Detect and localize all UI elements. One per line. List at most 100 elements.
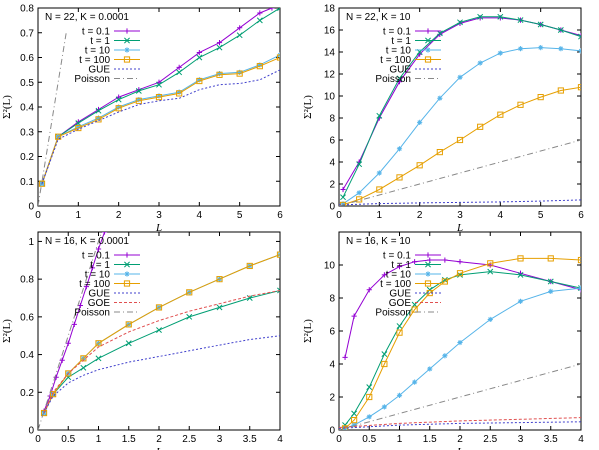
y-tick-label: 0 — [28, 426, 34, 437]
x-tick-label: 2 — [417, 210, 423, 221]
legend-marker — [124, 47, 130, 53]
x-tick-label: 3 — [518, 434, 524, 445]
data-point — [427, 257, 433, 263]
data-point — [176, 90, 183, 97]
data-point — [196, 77, 202, 83]
data-point — [396, 146, 403, 152]
x-tick-label: 0 — [35, 434, 41, 445]
x-tick-label: 3 — [457, 210, 463, 221]
y-tick-label: 16 — [324, 26, 336, 37]
data-point — [236, 70, 243, 77]
series-line-2 — [342, 16, 581, 198]
data-point — [277, 287, 280, 294]
x-tick-label: 0.5 — [362, 434, 376, 445]
x-axis-label: L — [155, 446, 162, 450]
data-point — [186, 313, 193, 320]
data-point — [340, 201, 346, 206]
legend-marker — [425, 261, 431, 268]
data-point — [442, 353, 448, 359]
data-point — [441, 278, 448, 285]
data-point — [257, 62, 263, 68]
y-tick-label: 6 — [329, 327, 335, 338]
y-tick-label: 0 — [329, 426, 335, 437]
chart-panel-3: 0 0.5 1 1.5 2 2.5 3 3.5 4 0 0.2 0.4 0.6 0.8 1 L Σ²(L) N =… — [1, 231, 283, 450]
x-tick-label: 1 — [76, 210, 82, 221]
data-point — [95, 340, 102, 347]
x-tick-label: 5 — [237, 210, 243, 221]
data-point — [477, 15, 483, 21]
y-tick-label: 0.4 — [20, 103, 34, 114]
data-point — [95, 246, 102, 252]
data-point — [537, 21, 544, 28]
legend-label: GOE — [389, 298, 412, 309]
x-tick-label: 1 — [96, 434, 102, 445]
data-point — [65, 370, 72, 377]
data-point — [256, 63, 263, 70]
series-line-7 — [38, 232, 102, 430]
y-tick-label: 0.2 — [20, 388, 34, 399]
series-line-6 — [43, 290, 280, 414]
data-point — [50, 391, 57, 398]
data-point — [441, 276, 448, 283]
x-tick-label: 2.5 — [483, 434, 497, 445]
y-tick-label: 0.6 — [20, 312, 34, 323]
panel-title: N = 22, K = 0.0001 — [45, 12, 129, 23]
data-point — [487, 268, 494, 275]
data-point — [216, 70, 223, 77]
data-point — [517, 17, 524, 24]
y-tick-label: 0.8 — [20, 4, 34, 15]
series-group — [339, 255, 581, 430]
legend-label: t = 1 — [90, 260, 110, 271]
legend-label: t = 100 — [380, 55, 411, 66]
data-point — [237, 25, 243, 31]
data-point — [237, 69, 243, 75]
data-point — [366, 414, 372, 420]
data-point — [136, 96, 142, 103]
data-point — [156, 81, 162, 88]
series-line-5 — [339, 199, 581, 206]
y-tick-label: 12 — [324, 70, 336, 81]
data-point — [277, 8, 280, 11]
y-tick-label: 6 — [329, 136, 335, 147]
data-point — [436, 149, 443, 156]
legend-marker — [424, 56, 432, 63]
data-point — [115, 96, 122, 103]
x-tick-label: 1 — [397, 434, 403, 445]
legend-label: t = 1 — [391, 260, 411, 271]
x-tick-label: 2 — [156, 434, 162, 445]
data-point — [396, 392, 403, 398]
legend-marker — [123, 56, 131, 63]
y-tick-label: 0.5 — [20, 78, 34, 89]
legend-label: t = 0.1 — [82, 251, 111, 262]
legend-marker — [425, 28, 431, 34]
data-point — [351, 422, 357, 428]
data-point — [477, 60, 483, 66]
x-tick-label: 3.5 — [243, 434, 257, 445]
series-group — [38, 232, 280, 430]
data-point — [80, 364, 87, 371]
series-line-5 — [43, 335, 280, 414]
legend-label: t = 10 — [386, 270, 412, 281]
x-tick-label: 6 — [578, 210, 584, 221]
data-point — [156, 327, 162, 334]
data-point — [396, 323, 403, 330]
data-point — [577, 84, 581, 91]
data-point — [517, 271, 524, 278]
y-tick-label: 0.1 — [20, 177, 34, 188]
series-line-7 — [339, 363, 581, 430]
panel-title: N = 16, K = 0.0001 — [45, 236, 129, 247]
series-line-4 — [344, 257, 581, 429]
legend-label: Poisson — [74, 74, 110, 85]
data-point — [216, 40, 223, 46]
data-point — [578, 33, 581, 40]
x-tick-label: 2 — [457, 434, 463, 445]
data-point — [427, 366, 433, 372]
y-tick-label: 0.3 — [20, 127, 34, 138]
data-point — [75, 120, 82, 127]
data-point — [396, 329, 403, 336]
data-point — [351, 313, 357, 319]
legend-label: Poisson — [375, 308, 411, 319]
series-line-5 — [339, 421, 581, 429]
data-point — [557, 87, 564, 94]
